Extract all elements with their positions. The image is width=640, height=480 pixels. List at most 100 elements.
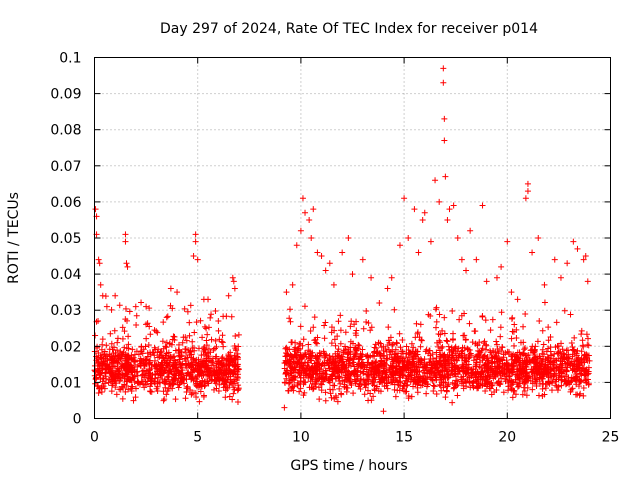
data-point <box>537 380 544 387</box>
data-point <box>151 378 158 385</box>
data-point <box>570 358 577 365</box>
data-point <box>133 312 140 319</box>
data-point <box>413 364 420 371</box>
data-point <box>479 202 486 209</box>
data-point <box>182 395 189 402</box>
data-point <box>296 341 303 348</box>
data-point <box>432 177 439 184</box>
data-point <box>187 348 194 355</box>
data-point <box>110 344 117 351</box>
data-point <box>481 338 488 345</box>
data-point <box>533 369 540 376</box>
data-point <box>352 330 359 337</box>
data-point <box>103 342 110 349</box>
data-point <box>449 337 456 344</box>
data-point <box>507 382 514 389</box>
data-point <box>281 379 288 386</box>
data-point <box>281 404 288 411</box>
data-point <box>452 343 459 350</box>
data-point <box>532 357 539 364</box>
data-point <box>423 370 430 377</box>
data-point <box>487 327 494 334</box>
data-point <box>116 378 123 385</box>
data-point <box>438 345 445 352</box>
data-point <box>297 227 304 234</box>
data-point <box>584 335 591 342</box>
data-point <box>547 333 554 340</box>
data-point <box>563 347 570 354</box>
data-point <box>117 348 124 355</box>
data-point <box>189 338 196 345</box>
data-point <box>234 366 241 373</box>
data-point <box>92 206 99 213</box>
data-point <box>571 366 578 373</box>
data-point <box>181 305 188 312</box>
data-point <box>514 383 521 390</box>
data-point <box>306 355 313 362</box>
data-point <box>550 365 557 372</box>
data-point <box>175 347 182 354</box>
data-point <box>549 379 556 386</box>
data-point <box>416 368 423 375</box>
data-point <box>584 341 591 348</box>
data-point <box>427 366 434 373</box>
data-point <box>515 383 522 390</box>
data-point <box>471 328 478 335</box>
data-point <box>216 358 223 365</box>
data-point <box>424 361 431 368</box>
data-point <box>459 367 466 374</box>
data-point <box>377 361 384 368</box>
data-point <box>130 397 137 404</box>
x-tick-label: 20 <box>498 430 516 446</box>
data-point <box>374 366 381 373</box>
data-point <box>97 281 104 288</box>
data-point <box>300 369 307 376</box>
data-point <box>442 394 449 401</box>
data-point <box>385 337 392 344</box>
data-point <box>583 351 590 358</box>
data-point <box>314 249 321 256</box>
data-point <box>129 346 136 353</box>
data-point <box>316 375 323 382</box>
data-point <box>108 306 115 313</box>
data-point <box>522 310 529 317</box>
data-point <box>297 351 304 358</box>
data-point <box>479 357 486 364</box>
data-point <box>557 368 564 375</box>
data-point <box>333 359 340 366</box>
data-point <box>473 370 480 377</box>
data-point <box>139 368 146 375</box>
data-point <box>504 348 511 355</box>
data-point <box>128 356 135 363</box>
data-point <box>170 362 177 369</box>
data-point <box>460 362 467 369</box>
data-point <box>389 364 396 371</box>
data-point <box>522 379 529 386</box>
data-point <box>541 365 548 372</box>
data-point <box>582 367 589 374</box>
data-point <box>346 375 353 382</box>
data-point <box>476 363 483 370</box>
data-point <box>99 378 106 385</box>
data-point <box>318 362 325 369</box>
data-point <box>153 385 160 392</box>
data-point <box>350 356 357 363</box>
data-point <box>582 253 589 260</box>
data-point <box>497 333 504 340</box>
data-point <box>584 376 591 383</box>
data-point <box>293 242 300 249</box>
y-tick-label: 0.02 <box>50 339 81 355</box>
data-point <box>103 352 110 359</box>
data-point <box>564 379 571 386</box>
data-point <box>414 351 421 358</box>
data-point <box>392 346 399 353</box>
data-point <box>344 356 351 363</box>
data-point <box>96 385 103 392</box>
data-point <box>111 352 118 359</box>
data-point <box>164 373 171 380</box>
data-point <box>326 379 333 386</box>
data-point <box>384 355 391 362</box>
data-point <box>353 347 360 354</box>
data-point <box>493 274 500 281</box>
data-point <box>174 367 181 374</box>
